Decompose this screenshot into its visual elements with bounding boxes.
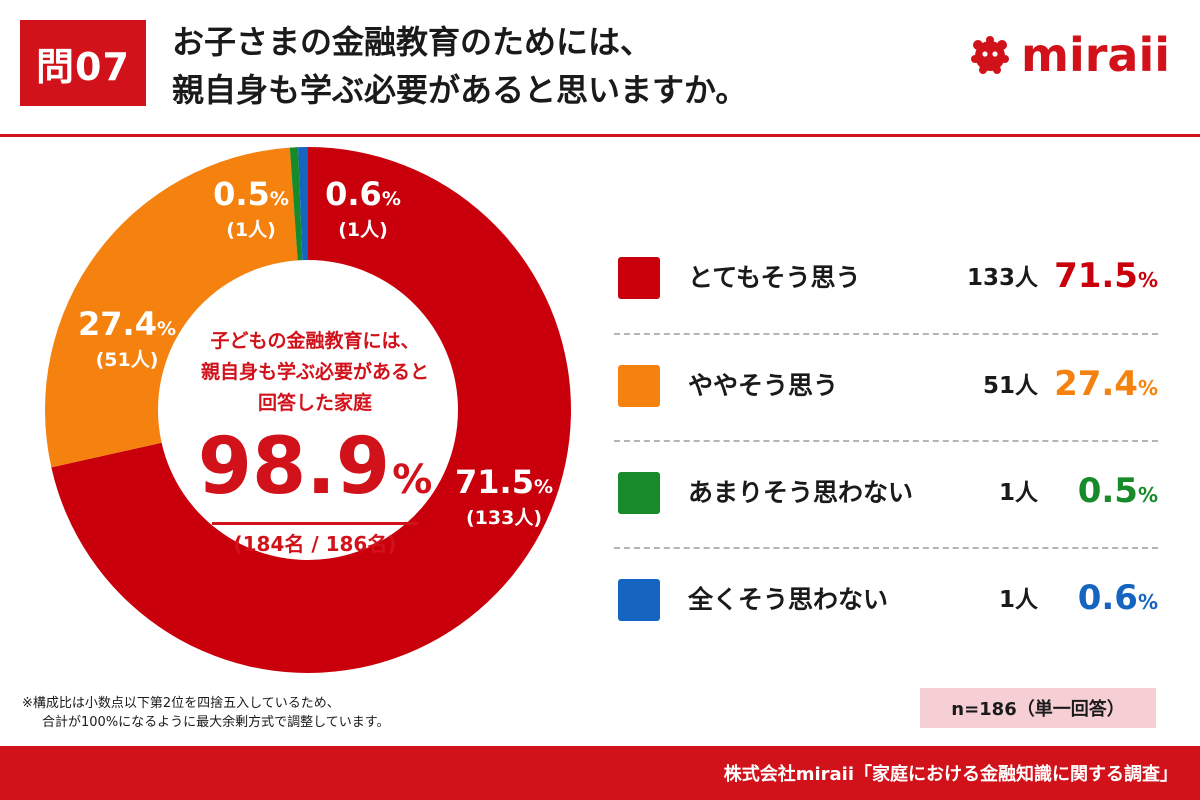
legend-percent-unit-not-much: % — [1137, 483, 1158, 507]
source-footer: 株式会社miraii「家庭における金融知識に関する調査」 — [0, 746, 1200, 800]
brand-logo: miraii — [967, 28, 1170, 82]
legend-label-very: とてもそう思う — [688, 263, 861, 292]
donut-center: 子どもの金融教育には、 親自身も学ぶ必要があると 回答した家庭 98.9% (1… — [185, 326, 445, 563]
sample-size-badge: n=186（単一回答） — [920, 688, 1156, 728]
legend-count-not-at-all: 1人 — [998, 587, 1038, 613]
legend-swatch-not-at-all — [618, 579, 660, 621]
legend-row-not-at-all: 全くそう思わない 1人 0.6% — [614, 548, 1158, 654]
legend-percent-not-at-all: 0.6% — [1078, 574, 1158, 626]
legend-swatch-somewhat — [618, 365, 660, 407]
slice-label-not-much: 0.5% (1人) — [196, 176, 306, 243]
slice-label-very: 71.5% (133人) — [434, 464, 574, 531]
legend-swatch-very — [618, 257, 660, 299]
center-label-line1: 子どもの金融教育には、 — [210, 330, 420, 352]
center-value: 98.9% — [185, 425, 445, 522]
slice-value-somewhat: 27.4 — [78, 305, 157, 343]
donut-slice-somewhat — [45, 147, 298, 468]
donut-chart — [45, 147, 572, 674]
legend-count-very: 133人 — [966, 265, 1038, 291]
legend-divider — [614, 333, 1158, 335]
legend-swatch-not-much — [618, 472, 660, 514]
donut-slice-very — [51, 147, 572, 674]
question-title-line2: 親自身も学ぶ必要があると思いますか。 — [172, 71, 748, 109]
header-divider — [0, 134, 1200, 137]
question-title: お子さまの金融教育のためには、 親自身も学ぶ必要があると思いますか。 — [172, 18, 747, 114]
center-label-line3: 回答した家庭 — [257, 392, 372, 414]
center-rule — [212, 522, 418, 525]
question-title-line1: お子さまの金融教育のためには、 — [172, 23, 653, 61]
legend-divider — [614, 547, 1158, 549]
legend-count-not-much: 1人 — [998, 480, 1038, 506]
legend-label-not-at-all: 全くそう思わない — [688, 585, 889, 614]
legend-percent-unit-somewhat: % — [1137, 376, 1158, 400]
legend-percent-very: 71.5% — [1054, 252, 1158, 304]
footnote: ※構成比は小数点以下第2位を四捨五入しているため、 合計が100%になるように最… — [22, 694, 389, 732]
legend-label-not-much: あまりそう思わない — [688, 478, 914, 507]
legend-row-very: とてもそう思う 133人 71.5% — [614, 226, 1158, 332]
legend-percent-somewhat: 27.4% — [1054, 360, 1158, 412]
slice-unit-not-much: % — [269, 188, 289, 210]
center-value-number: 98.9 — [197, 422, 391, 512]
slice-value-not-much: 0.5 — [213, 175, 270, 213]
slice-unit-somewhat: % — [156, 318, 176, 340]
center-count: (184名 / 186名) — [233, 532, 397, 556]
slice-label-somewhat: 27.4% (51人) — [62, 306, 192, 373]
footnote-line2: 合計が100%になるように最大余剰方式で調整しています。 — [42, 715, 390, 730]
donut-slice-not-much — [289, 147, 303, 261]
slice-count-very: (133人) — [465, 507, 543, 529]
donut-slice-not-at-all — [298, 147, 308, 261]
legend-count-somewhat: 51人 — [982, 373, 1038, 399]
source-text: 株式会社miraii「家庭における金融知識に関する調査」 — [723, 764, 1178, 785]
legend-divider — [614, 440, 1158, 442]
center-value-unit: % — [392, 457, 433, 503]
footnote-line1: ※構成比は小数点以下第2位を四捨五入しているため、 — [22, 696, 340, 711]
mascot-icon — [971, 36, 1010, 74]
slice-value-not-at-all: 0.6 — [325, 175, 382, 213]
center-label-line2: 親自身も学ぶ必要があると — [200, 361, 429, 383]
slice-count-somewhat: (51人) — [95, 349, 159, 371]
slice-unit-not-at-all: % — [381, 188, 401, 210]
slice-count-not-much: (1人) — [226, 219, 276, 241]
legend-percent-value-somewhat: 27.4 — [1054, 364, 1138, 404]
legend-percent-not-much: 0.5% — [1078, 467, 1158, 519]
legend-label-somewhat: ややそう思う — [688, 371, 839, 400]
legend-row-not-much: あまりそう思わない 1人 0.5% — [614, 441, 1158, 547]
question-badge: 問07 — [20, 20, 146, 106]
slice-unit-very: % — [533, 476, 553, 498]
legend-percent-value-not-much: 0.5 — [1077, 471, 1138, 511]
legend-percent-value-very: 71.5 — [1054, 256, 1138, 296]
legend-percent-unit-not-at-all: % — [1137, 590, 1158, 614]
legend-percent-value-not-at-all: 0.6 — [1077, 578, 1138, 618]
legend-row-somewhat: ややそう思う 51人 27.4% — [614, 334, 1158, 440]
slice-count-not-at-all: (1人) — [338, 219, 388, 241]
logo-wordmark: miraii — [1021, 28, 1170, 82]
slice-label-not-at-all: 0.6% (1人) — [308, 176, 418, 243]
slice-value-very: 71.5 — [455, 463, 534, 501]
legend-percent-unit-very: % — [1137, 268, 1158, 292]
